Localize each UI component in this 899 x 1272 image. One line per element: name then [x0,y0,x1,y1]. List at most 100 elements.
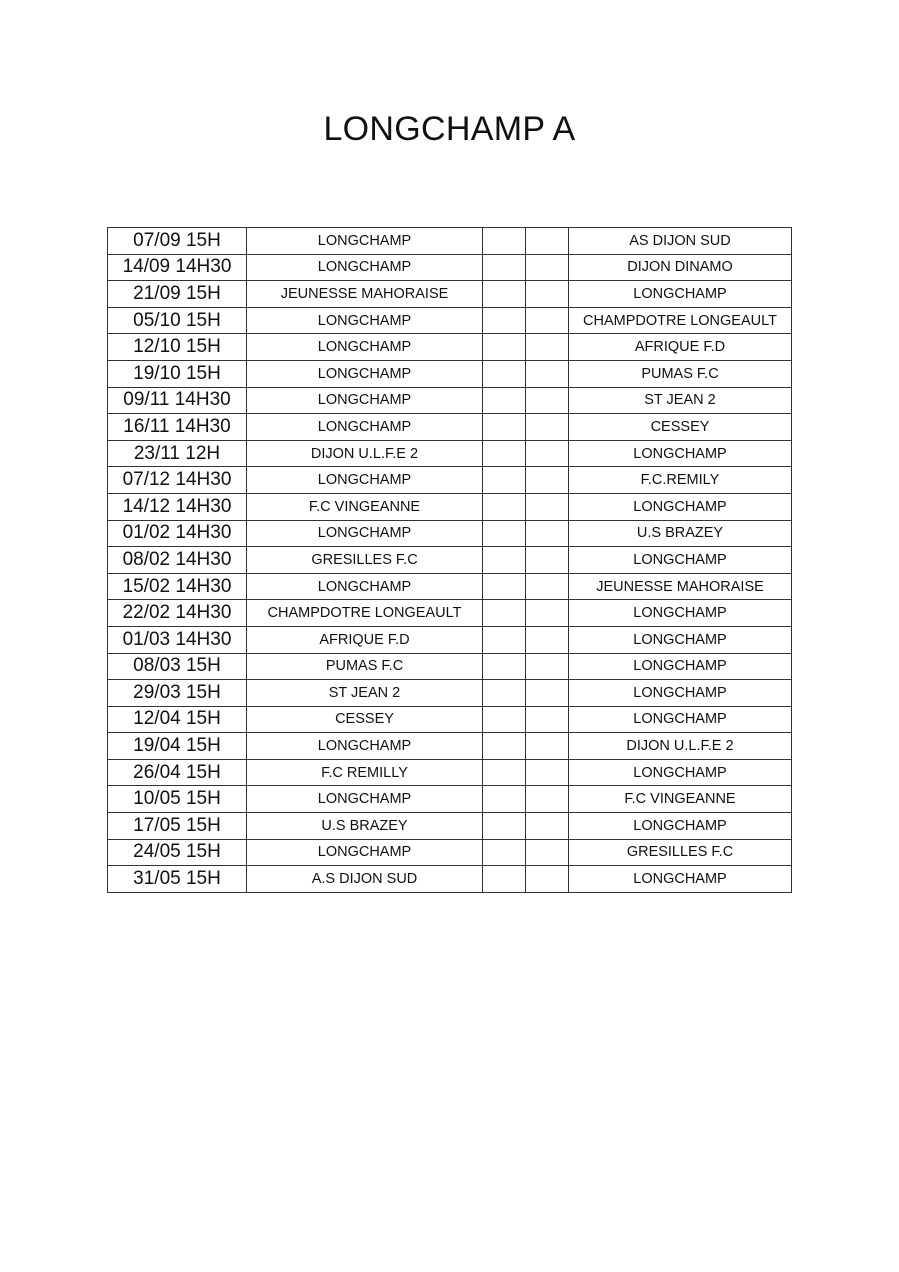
home-team: A.S DIJON SUD [246,865,483,893]
away-team: LONGCHAMP [568,625,792,654]
match-date: 10/05 15H [107,785,247,814]
home-score-cell [482,333,526,361]
home-team: LONGCHAMP [246,785,483,814]
table-row: 08/03 15H PUMAS F.C LONGCHAMP [107,652,792,681]
away-team: LONGCHAMP [568,679,792,707]
home-team: F.C VINGEANNE [246,492,483,521]
table-row: 26/04 15H F.C REMILLY LONGCHAMP [107,758,792,787]
away-score-cell [525,466,569,494]
away-score-cell [525,865,569,893]
home-team: JEUNESSE MAHORAISE [246,280,483,308]
match-date: 01/03 14H30 [107,625,247,654]
away-score-cell [525,333,569,361]
match-date: 01/02 14H30 [107,519,247,548]
away-team: AFRIQUE F.D [568,333,792,361]
away-team: CESSEY [568,413,792,441]
match-date: 19/10 15H [107,359,247,388]
home-score-cell [482,519,526,548]
table-row: 07/09 15H LONGCHAMP AS DIJON SUD [107,227,792,255]
home-score-cell [482,359,526,388]
match-date: 26/04 15H [107,758,247,787]
match-date: 16/11 14H30 [107,413,247,441]
home-team: CHAMPDOTRE LONGEAULT [246,599,483,627]
away-score-cell [525,679,569,707]
table-row: 19/04 15H LONGCHAMP DIJON U.L.F.E 2 [107,732,792,760]
table-row: 23/11 12H DIJON U.L.F.E 2 LONGCHAMP [107,439,792,468]
home-score-cell [482,705,526,734]
away-score-cell [525,386,569,415]
match-date: 29/03 15H [107,679,247,707]
away-team: LONGCHAMP [568,865,792,893]
match-date: 21/09 15H [107,280,247,308]
match-date: 19/04 15H [107,732,247,760]
home-score-cell [482,758,526,787]
home-score-cell [482,413,526,441]
table-row: 14/12 14H30 F.C VINGEANNE LONGCHAMP [107,492,792,521]
home-team: LONGCHAMP [246,227,483,255]
match-date: 14/09 14H30 [107,253,247,282]
match-date: 23/11 12H [107,439,247,468]
table-row: 12/10 15H LONGCHAMP AFRIQUE F.D [107,333,792,361]
home-team: ST JEAN 2 [246,679,483,707]
match-date: 07/12 14H30 [107,466,247,494]
home-team: AFRIQUE F.D [246,625,483,654]
home-score-cell [482,625,526,654]
home-score-cell [482,679,526,707]
match-date: 12/10 15H [107,333,247,361]
away-team: DIJON U.L.F.E 2 [568,732,792,760]
home-score-cell [482,812,526,840]
home-team: LONGCHAMP [246,333,483,361]
table-row: 31/05 15H A.S DIJON SUD LONGCHAMP [107,865,792,893]
away-score-cell [525,280,569,308]
match-date: 08/02 14H30 [107,546,247,574]
table-row: 29/03 15H ST JEAN 2 LONGCHAMP [107,679,792,707]
home-score-cell [482,386,526,415]
away-team: F.C VINGEANNE [568,785,792,814]
table-row: 07/12 14H30 LONGCHAMP F.C.REMILY [107,466,792,494]
away-team: LONGCHAMP [568,758,792,787]
home-team: LONGCHAMP [246,413,483,441]
table-row: 12/04 15H CESSEY LONGCHAMP [107,705,792,734]
home-score-cell [482,838,526,867]
table-row: 22/02 14H30 CHAMPDOTRE LONGEAULT LONGCHAMP [107,599,792,627]
table-row: 21/09 15H JEUNESSE MAHORAISE LONGCHAMP [107,280,792,308]
table-row: 24/05 15H LONGCHAMP GRESILLES F.C [107,838,792,867]
home-score-cell [482,492,526,521]
fixtures-table: 07/09 15H LONGCHAMP AS DIJON SUD 14/09 14H3… [107,227,792,893]
match-date: 12/04 15H [107,705,247,734]
away-score-cell [525,546,569,574]
away-team: LONGCHAMP [568,599,792,627]
away-team: LONGCHAMP [568,546,792,574]
away-score-cell [525,572,569,601]
home-team: LONGCHAMP [246,306,483,335]
away-score-cell [525,785,569,814]
match-date: 22/02 14H30 [107,599,247,627]
away-team: LONGCHAMP [568,280,792,308]
away-score-cell [525,599,569,627]
away-team: LONGCHAMP [568,812,792,840]
away-score-cell [525,227,569,255]
home-score-cell [482,599,526,627]
home-score-cell [482,280,526,308]
away-score-cell [525,812,569,840]
table-row: 10/05 15H LONGCHAMP F.C VINGEANNE [107,785,792,814]
away-team: CHAMPDOTRE LONGEAULT [568,306,792,335]
home-team: LONGCHAMP [246,359,483,388]
away-score-cell [525,519,569,548]
home-team: PUMAS F.C [246,652,483,681]
away-team: GRESILLES F.C [568,838,792,867]
table-row: 08/02 14H30 GRESILLES F.C LONGCHAMP [107,546,792,574]
match-date: 31/05 15H [107,865,247,893]
match-date: 15/02 14H30 [107,572,247,601]
match-date: 24/05 15H [107,838,247,867]
away-score-cell [525,253,569,282]
away-score-cell [525,492,569,521]
match-date: 05/10 15H [107,306,247,335]
table-row: 17/05 15H U.S BRAZEY LONGCHAMP [107,812,792,840]
home-score-cell [482,253,526,282]
table-row: 05/10 15H LONGCHAMP CHAMPDOTRE LONGEAULT [107,306,792,335]
home-team: LONGCHAMP [246,519,483,548]
away-team: JEUNESSE MAHORAISE [568,572,792,601]
table-row: 19/10 15H LONGCHAMP PUMAS F.C [107,359,792,388]
table-row: 16/11 14H30 LONGCHAMP CESSEY [107,413,792,441]
